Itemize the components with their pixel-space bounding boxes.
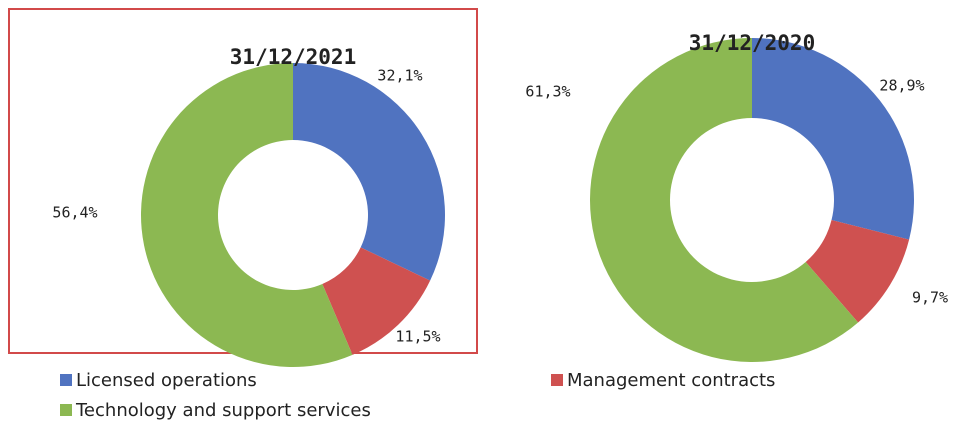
data-label: 61,3%	[525, 83, 570, 101]
donut-segment	[322, 247, 431, 355]
donut-segment	[752, 38, 914, 240]
legend-swatch	[60, 404, 72, 416]
data-label: 28,9%	[879, 77, 924, 95]
donut-segment	[293, 63, 446, 281]
legend-label: Management contracts	[567, 370, 775, 391]
donut-segment	[805, 220, 910, 323]
chart-title: 31/12/2020	[689, 31, 815, 55]
donut-segment	[590, 38, 859, 362]
legend-swatch	[551, 374, 563, 386]
legend-label: Licensed operations	[76, 370, 257, 391]
data-label: 9,7%	[912, 289, 948, 307]
data-label: 32,1%	[377, 67, 422, 85]
data-label: 56,4%	[52, 204, 97, 222]
chart-title: 31/12/2021	[230, 45, 356, 69]
legend-label: Technology and support services	[75, 400, 371, 421]
legend-swatch	[60, 374, 72, 386]
donut-segment	[141, 63, 353, 367]
data-label: 11,5%	[395, 328, 440, 346]
